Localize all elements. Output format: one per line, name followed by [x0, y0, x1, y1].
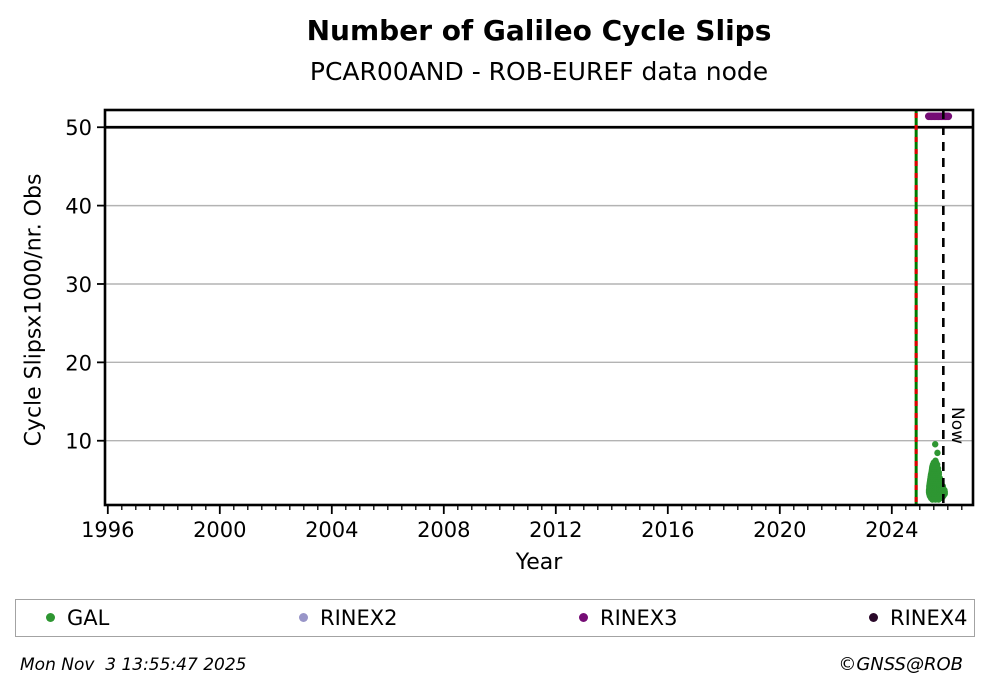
chart-title: Number of Galileo Cycle Slips — [306, 14, 772, 47]
legend-label-rinex4: RINEX4 — [890, 605, 968, 630]
now-annotation: Now — [947, 407, 968, 445]
legend-label-gal: GAL — [67, 605, 110, 630]
x-tick-label: 2012 — [529, 518, 582, 542]
rinex4-dot-icon — [869, 613, 878, 622]
y-tick-label: 40 — [65, 195, 92, 219]
plot-frame — [103, 108, 975, 507]
gal-dot-icon — [46, 613, 55, 622]
x-tick-label: 2004 — [305, 518, 358, 542]
y-tick-label: 20 — [65, 351, 92, 375]
x-tick-label: 2000 — [193, 518, 246, 542]
y-axis-label: Cycle Slipsx1000/nr. Obs — [21, 173, 47, 447]
plot-area: 10 20 30 40 50 1996 2000 2004 2008 2012 2016 2020 20… — [65, 108, 975, 542]
scatter-point-rinex3 — [944, 112, 953, 121]
legend-label-rinex3: RINEX3 — [600, 605, 678, 630]
legend-label-rinex2: RINEX2 — [320, 605, 398, 630]
y-tick-label: 30 — [65, 273, 92, 297]
x-tick-label: 2024 — [865, 518, 918, 542]
x-tick-label: 2020 — [753, 518, 806, 542]
scatter-point-gal — [935, 496, 942, 503]
legend-item-rinex3: RINEX3 — [579, 600, 678, 635]
x-tick-label: 1996 — [81, 518, 134, 542]
copyright: ©GNSS@ROB — [838, 654, 963, 675]
rinex3-dot-icon — [579, 613, 588, 622]
y-tick-label: 50 — [65, 116, 92, 140]
plot-timestamp: Mon Nov 3 13:55:47 2025 — [20, 655, 247, 675]
rinex2-dot-icon — [299, 613, 308, 622]
chart-subtitle: PCAR00AND - ROB-EUREF data node — [309, 57, 769, 86]
legend-item-rinex4: RINEX4 — [869, 600, 968, 635]
x-tick-label: 2016 — [641, 518, 694, 542]
scatter-point-gal — [932, 441, 939, 448]
legend-item-gal: GAL — [46, 600, 109, 635]
x-axis-label: Year — [515, 550, 563, 575]
legend-item-rinex2: RINEX2 — [299, 600, 398, 635]
scatter-point-gal — [934, 449, 941, 457]
x-tick-label: 2008 — [417, 518, 470, 542]
y-tick-label: 10 — [65, 430, 92, 454]
legend: GAL RINEX2 RINEX3 RINEX4 — [15, 599, 975, 637]
